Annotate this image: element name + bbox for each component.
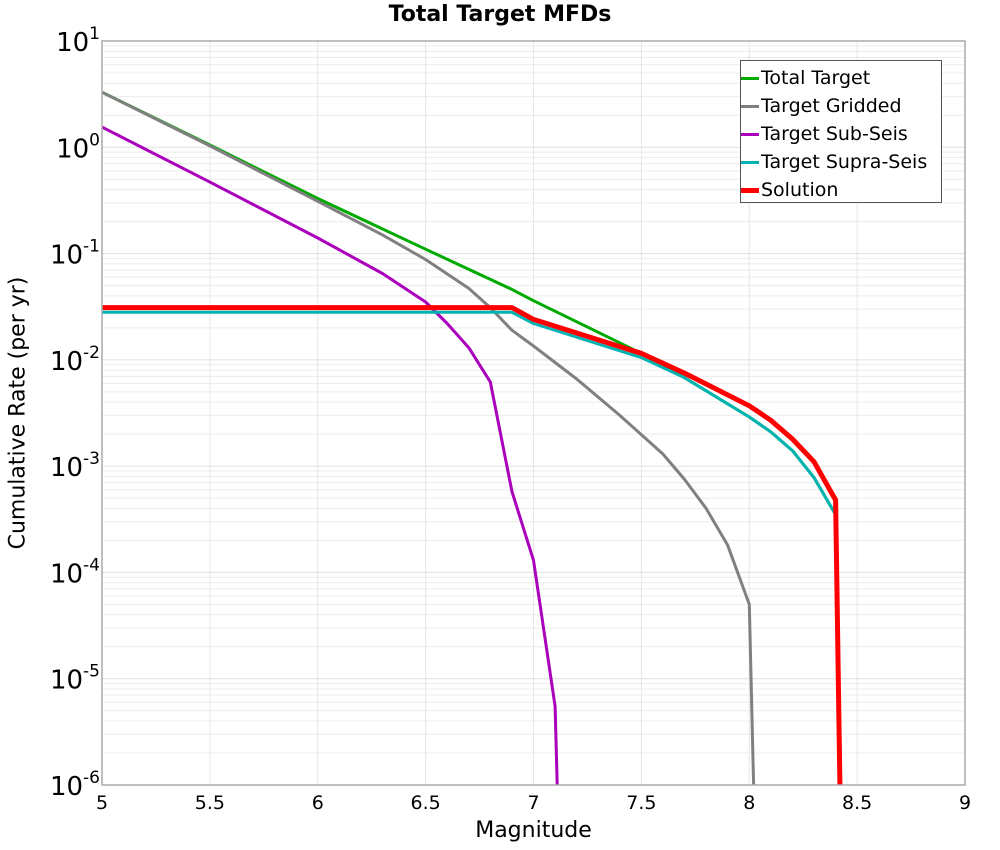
legend-label: Total Target [761,67,871,89]
legend-swatch-teal [741,160,759,164]
series-line-target-sub-seis [102,125,559,785]
y-tick-label: 10-5 [50,662,100,696]
series-line-target-gridded [102,90,756,785]
series-line-solution [102,305,843,785]
x-tick-label: 6.5 [411,792,441,814]
x-tick-label: 7 [527,792,539,814]
x-axis-label: Magnitude [475,818,592,843]
series-line-total-target [102,90,837,516]
y-tick-label: 10-6 [50,768,100,802]
x-tick-labels: 5 5.5 6 6.5 7 7.5 8 8.5 9 [96,792,971,814]
x-tick-label: 8 [743,792,755,814]
legend-item-target-supra-seis: Target Supra-Seis [741,148,941,176]
series-line-target-supra-seis [102,310,837,516]
x-tick-label: 7.5 [626,792,656,814]
legend-label: Target Supra-Seis [761,151,928,173]
y-tick-labels: 101 100 10-1 10-2 10-3 10-4 10-5 10-6 [50,24,100,802]
legend-swatch-red [741,187,759,193]
legend-label: Solution [761,179,839,201]
legend-label: Target Sub-Seis [761,123,908,145]
y-tick-label: 10-1 [50,237,100,271]
series-layer [102,90,843,785]
x-tick-label: 6 [312,792,324,814]
x-tick-label: 5.5 [195,792,225,814]
y-tick-label: 10-2 [50,343,100,377]
plot-frame [101,40,966,786]
x-tick-label: 8.5 [842,792,872,814]
legend-swatch-green [741,76,759,80]
chart-title: Total Target MFDs [388,2,612,27]
legend-label: Target Gridded [761,95,902,117]
legend-swatch-magenta [741,132,759,136]
y-tick-label: 101 [56,24,100,58]
x-tick-label: 5 [96,792,108,814]
legend-swatch-gray [741,104,759,108]
legend-item-total-target: Total Target [741,64,941,92]
legend: Total Target Target Gridded Target Sub-S… [740,60,942,203]
x-tick-label: 9 [959,792,971,814]
legend-item-target-sub-seis: Target Sub-Seis [741,120,941,148]
y-tick-label: 100 [56,130,100,164]
y-axis-label: Cumulative Rate (per yr) [5,276,31,550]
legend-item-target-gridded: Target Gridded [741,92,941,120]
y-tick-label: 10-4 [50,555,100,589]
y-tick-label: 10-3 [50,449,100,483]
legend-item-solution: Solution [741,176,941,204]
